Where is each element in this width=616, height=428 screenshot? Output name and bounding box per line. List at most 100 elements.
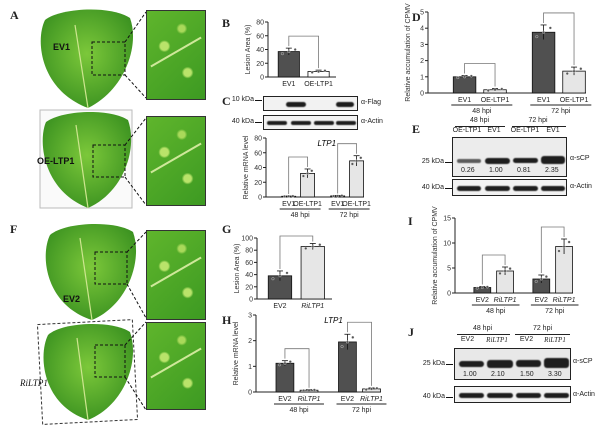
x-tick-label: EV2 <box>273 303 286 310</box>
band <box>485 158 510 164</box>
y-tick-label: 0 <box>447 291 451 298</box>
band <box>513 158 538 163</box>
blot-actin <box>452 179 567 196</box>
antibody-label: α-sCP <box>570 155 590 162</box>
bar <box>349 160 364 198</box>
y-tick-label: 2 <box>420 58 424 65</box>
x-tick-label: OE-LTP1 <box>560 97 589 104</box>
group-label: 72 hpi <box>545 308 565 315</box>
data-point <box>340 194 344 198</box>
data-point <box>565 72 569 76</box>
leaf-label-oe-ltp1: OE-LTP1 <box>37 156 75 166</box>
significance-bracket <box>347 321 372 386</box>
data-point <box>579 67 583 71</box>
y-tick-label: 20 <box>245 284 253 291</box>
band <box>541 186 565 191</box>
data-point <box>498 271 502 275</box>
data-point <box>310 169 314 173</box>
x-tick-label: RiLTP1 <box>494 297 517 304</box>
band <box>544 393 569 398</box>
y-axis-label: Relative accumulation of CPMV <box>405 3 412 102</box>
group-label: 48 hpi <box>291 212 311 219</box>
data-point <box>364 388 368 391</box>
data-point <box>306 171 310 175</box>
leaf-label-ev2: EV2 <box>63 294 81 304</box>
data-point <box>291 194 295 198</box>
x-tick-label: EV2 <box>278 396 291 403</box>
data-point <box>332 194 335 198</box>
x-tick-label: RiLTP1 <box>298 396 321 403</box>
antibody-label: α-Flag <box>361 99 381 106</box>
panel-label-f: F <box>10 222 18 236</box>
leaf-ev1 <box>40 9 147 109</box>
leaf-riltp1 <box>36 319 147 425</box>
blot-flag <box>263 96 358 111</box>
leaf-label-riltp1: RiLTP1 <box>20 378 48 388</box>
data-point <box>534 279 538 283</box>
leaf-ev2 <box>45 224 147 321</box>
data-point <box>278 363 282 367</box>
band <box>487 393 513 398</box>
y-tick-label: 100 <box>241 236 253 243</box>
kda-marker: 40 kDa <box>404 184 452 191</box>
band <box>291 121 311 125</box>
chart-title: LTP1 <box>317 139 336 148</box>
y-tick-label: 2 <box>248 338 252 345</box>
y-tick-label: 80 <box>256 20 264 27</box>
y-tick-label: 80 <box>245 248 253 255</box>
y-tick-label: 3 <box>248 313 252 320</box>
x-tick-label: EV1 <box>282 201 295 208</box>
data-point <box>544 275 548 279</box>
band <box>541 156 565 164</box>
data-point <box>562 245 566 248</box>
data-point <box>323 69 327 73</box>
panel-label-j: J <box>408 325 414 339</box>
leaf-images <box>36 9 147 425</box>
y-tick-label: 20 <box>256 61 264 68</box>
band <box>459 393 484 398</box>
quant-value: 3.30 <box>548 371 562 378</box>
data-point <box>288 360 292 364</box>
data-point <box>485 285 489 289</box>
data-point <box>542 30 546 34</box>
band <box>516 393 541 398</box>
bar <box>275 362 295 393</box>
x-tick-label: OE-LTP1 <box>304 81 333 88</box>
data-point <box>359 156 363 160</box>
band <box>286 102 306 107</box>
panel-label-d: D <box>412 10 421 24</box>
data-point <box>301 174 305 178</box>
band <box>459 361 484 367</box>
blot-actin <box>454 386 571 403</box>
group-label: 72 hpi <box>551 108 571 115</box>
lane-label: RiLTP1 <box>486 336 508 344</box>
lane-label: EV1 <box>487 127 501 134</box>
panel-label-c: C <box>222 94 231 108</box>
x-tick-label: RiLTP1 <box>301 303 324 310</box>
inset-oe-ltp1 <box>146 116 206 206</box>
data-point <box>293 48 297 51</box>
band <box>336 121 356 125</box>
group-label: 48 hpi <box>472 108 492 115</box>
significance-bracket <box>464 63 496 87</box>
kda-marker: 25 kDa <box>404 158 452 165</box>
data-point <box>285 271 289 275</box>
y-axis-label: Relative mRNA level <box>233 321 240 385</box>
y-axis-label: Lesion Area (%) <box>245 25 252 75</box>
data-point <box>345 340 349 344</box>
inset-ev1 <box>146 10 206 100</box>
data-point <box>318 243 322 247</box>
band <box>267 121 287 125</box>
data-point <box>503 269 507 273</box>
group-label: 72 hpi <box>340 212 360 219</box>
inset-riltp1 <box>146 322 206 410</box>
data-point <box>572 69 576 73</box>
chart-title: LTP1 <box>324 316 343 325</box>
antibody-label: α-Actin <box>570 183 592 190</box>
panel-label-b: B <box>222 16 231 30</box>
data-point <box>278 274 282 278</box>
data-point <box>500 87 504 91</box>
significance-bracket <box>279 235 314 269</box>
y-tick-label: 40 <box>256 47 264 54</box>
panel-label-h: H <box>222 313 232 327</box>
